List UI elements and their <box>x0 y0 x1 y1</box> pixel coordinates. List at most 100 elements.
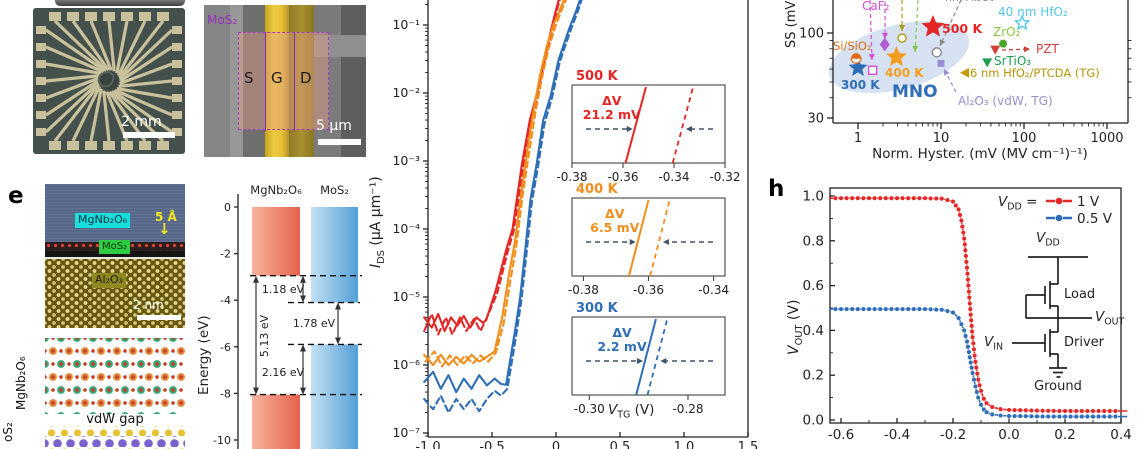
tem-interface <box>45 251 185 257</box>
tem-bottom-layer-label: Al₂O₃ <box>92 273 127 288</box>
svg-text:10⁻⁴: 10⁻⁴ <box>392 221 420 236</box>
sem-transistor-image: MoS₂ S G D 5 μm <box>204 5 366 157</box>
svg-text:-0.2: -0.2 <box>940 427 966 443</box>
svg-text:-8: -8 <box>220 387 231 400</box>
sem-bg-band <box>204 5 230 157</box>
svg-text:-2: -2 <box>220 248 231 261</box>
svg-text:1: 1 <box>854 131 862 146</box>
transfer-curve-plot: 10⁻¹ 10⁻² 10⁻³ 10⁻⁴ 10⁻⁵ 10⁻⁶ 10⁻⁷ -1.0 -0.5 0 0.5… <box>360 0 772 449</box>
benchmark-scatter-plot: 1 10 100 1000 30 100 Norm. Hyster. (mV (MV cm⁻… <box>790 0 1141 175</box>
tem-interface-line <box>45 257 185 259</box>
inverter-panel: -0.6 -0.4 -0.2 0.0 0.2 0.4 0.0 0.2 0.4 0.6 0.8 1.0 … <box>770 178 1141 449</box>
band-ylabel: Energy (eV) <box>196 315 212 395</box>
chip-radial-electrodes <box>33 8 185 154</box>
vdw-gap-label: vdW gap <box>86 412 144 427</box>
svg-text:10⁻⁵: 10⁻⁵ <box>392 289 420 304</box>
svg-text:0.0: 0.0 <box>803 413 824 429</box>
model-side-label-mgnb2o6: MgNb₂O₆ <box>14 356 28 410</box>
scatter-label: 400 K <box>885 66 924 80</box>
sem-bg-band <box>243 5 265 157</box>
scatter-label: nm Al₂O₃ <box>945 0 994 4</box>
svg-text:0.8: 0.8 <box>803 233 824 249</box>
svg-text:10⁻³: 10⁻³ <box>392 153 420 168</box>
svg-text:30: 30 <box>807 112 824 127</box>
inset-temp-label: 400 K <box>576 182 618 197</box>
scatter-label: ZrO₂ <box>993 25 1021 39</box>
inverter-plot: -0.6 -0.4 -0.2 0.0 0.2 0.4 0.0 0.2 0.4 0.6 0.8 1.0 <box>803 187 1132 443</box>
svg-text:1.78 eV: 1.78 eV <box>293 317 336 330</box>
scatter-label: Al₂O₃ (vdW, TG) <box>958 94 1053 108</box>
sulfur-atom-row <box>45 446 185 449</box>
svg-text:0: 0 <box>552 440 560 449</box>
svg-text:1.0: 1.0 <box>674 440 695 449</box>
svg-text:-0.38: -0.38 <box>568 283 599 297</box>
sem-material-label: MoS₂ <box>207 13 238 27</box>
transfer-ylabel: IDS (μA μm⁻¹) <box>368 176 387 268</box>
svg-text:-0.30: -0.30 <box>574 402 605 416</box>
tem-cross-section: MgNb₂O₆ 5 Å ↓ MoS₂ Al₂O₃ 2 nm <box>45 184 185 328</box>
svg-text:-0.34: -0.34 <box>658 170 689 184</box>
svg-text:21.2 mV: 21.2 mV <box>583 107 641 122</box>
scatter-label: 6 nm HfO₂/PTCDA (TG) <box>970 66 1100 80</box>
svg-text:0: 0 <box>224 201 231 214</box>
svg-text:1.18 eV: 1.18 eV <box>262 283 305 296</box>
sem-scalebar <box>318 139 361 145</box>
legend-item-05v: 0.5 V <box>1077 211 1112 227</box>
band-diagram: 0 -2 -4 -6 -8 -10 MgNb₂O₆ MoS₂ 1.18 eV 1.78 eV 5.1… <box>192 180 377 449</box>
svg-text:5.13 eV: 5.13 eV <box>258 314 271 357</box>
sem-bg-band <box>230 5 243 157</box>
svg-text:-0.5: -0.5 <box>479 440 504 449</box>
circuit-vdd-label: VDD <box>1036 230 1060 249</box>
scatter-label: 40 nm HfO₂ <box>998 5 1068 19</box>
tem-mid-layer-label: MoS₂ <box>99 240 131 254</box>
band-diagram-plot: 0 -2 -4 -6 -8 -10 MgNb₂O₆ MoS₂ 1.18 eV 1.78 eV 5.1… <box>213 183 362 449</box>
svg-text:-0.28: -0.28 <box>672 402 703 416</box>
sem-source-label: S <box>244 69 254 87</box>
svg-text:1.5: 1.5 <box>738 440 759 449</box>
tem-scalebar <box>137 315 181 320</box>
circuit-vin-label: VIN <box>984 334 1004 353</box>
circuit-ground-label: Ground <box>1034 379 1082 394</box>
inset-temp-label: 300 K <box>576 301 618 316</box>
sem-bg-band <box>289 5 314 157</box>
svg-text:-6: -6 <box>220 341 231 354</box>
svg-text:0.0: 0.0 <box>998 427 1019 443</box>
sem-bg-patch <box>314 35 366 57</box>
svg-text:0.5: 0.5 <box>610 440 631 449</box>
svg-text:10: 10 <box>933 131 950 146</box>
sem-scalebar-label: 5 μm <box>316 118 352 134</box>
inset-400K: 400 K -0.38 -0.36 -0.34 ΔV 6.5 mV <box>568 182 732 302</box>
svg-text:100: 100 <box>799 27 824 42</box>
svg-text:-0.4: -0.4 <box>884 427 910 443</box>
svg-text:10⁻¹: 10⁻¹ <box>392 17 420 32</box>
panel-label-e: e <box>8 183 24 209</box>
tem-scalebar-label: 2 nm <box>133 298 164 312</box>
scatter-label: SrTiO₃ <box>994 54 1032 68</box>
svg-text:-0.34: -0.34 <box>698 283 729 297</box>
sem-bg-band <box>341 5 366 157</box>
svg-text:100: 100 <box>1012 131 1037 146</box>
svg-text:-1.0: -1.0 <box>415 440 440 449</box>
circuit-driver-label: Driver <box>1064 335 1105 350</box>
tem-thickness-label: 5 Å <box>155 210 177 224</box>
svg-text:0.4: 0.4 <box>1110 427 1131 443</box>
svg-text:-0.32: -0.32 <box>709 170 740 184</box>
svg-text:2.16 eV: 2.16 eV <box>262 366 305 379</box>
sem-gate-label: G <box>271 69 283 87</box>
inverter-ylabel: VOUT (V) <box>786 299 805 355</box>
mo-atom-row <box>45 436 185 447</box>
cropped-photo-strip <box>55 0 185 6</box>
mgnb2o6-lattice <box>45 338 185 414</box>
svg-text:0.4: 0.4 <box>803 323 824 339</box>
down-arrow-icon: ↓ <box>158 220 171 238</box>
svg-text:0.6: 0.6 <box>803 278 824 294</box>
scatter-label: 500 K <box>942 21 983 36</box>
scatter-label: Si/SiO₂ <box>833 39 872 53</box>
svg-text:-0.36: -0.36 <box>607 170 638 184</box>
svg-text:10⁻²: 10⁻² <box>392 85 420 100</box>
transfer-curves: 10⁻¹ 10⁻² 10⁻³ 10⁻⁴ 10⁻⁵ 10⁻⁶ 10⁻⁷-1.0 -0.5 0 0.5… <box>392 0 759 449</box>
svg-text:0.2: 0.2 <box>803 368 824 384</box>
svg-text:-4: -4 <box>220 294 231 307</box>
svg-text:10⁻⁶: 10⁻⁶ <box>392 357 420 372</box>
